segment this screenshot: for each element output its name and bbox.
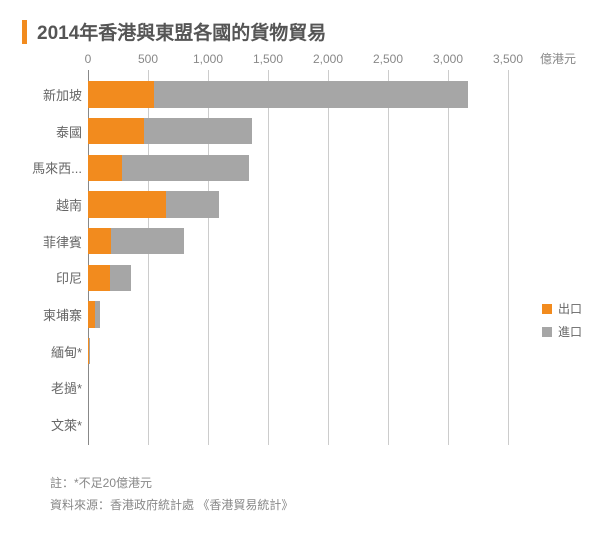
bar-row: 越南: [88, 186, 508, 223]
bar-stack: [88, 191, 508, 217]
bar-stack: [88, 155, 508, 181]
category-label: 緬甸*: [18, 342, 82, 361]
unit-label: 億港元: [540, 50, 576, 67]
bars-wrap: 新加坡泰國馬來西...越南菲律賓印尼柬埔寨緬甸*老撾*文萊*: [88, 76, 508, 443]
bar-row: 緬甸*: [88, 333, 508, 370]
category-label: 柬埔寨: [18, 305, 82, 324]
source-line: 資料來源：香港政府統計處 《香港貿易統計》: [50, 496, 293, 513]
x-tick-label: 2,000: [313, 52, 343, 66]
bar-segment-出口: [88, 228, 111, 254]
title-accent-bar: [22, 20, 27, 44]
bar-row: 文萊*: [88, 406, 508, 443]
bar-segment-出口: [88, 155, 122, 181]
category-label: 新加坡: [18, 85, 82, 104]
bar-stack: [88, 118, 508, 144]
legend-item-import: 進口: [542, 323, 582, 340]
bar-row: 老撾*: [88, 370, 508, 407]
category-label: 菲律賓: [18, 232, 82, 251]
gridline: [508, 70, 509, 445]
bar-segment-進口: [111, 228, 184, 254]
bar-row: 泰國: [88, 113, 508, 150]
x-tick-label: 3,000: [433, 52, 463, 66]
footnote: 註：*不足20億港元: [50, 474, 152, 491]
bar-segment-進口: [122, 155, 249, 181]
legend-swatch-import: [542, 327, 552, 337]
bar-stack: [88, 81, 508, 107]
bar-segment-出口: [88, 301, 95, 327]
bar-segment-進口: [154, 81, 468, 107]
x-tick-label: 2,500: [373, 52, 403, 66]
legend: 出口 進口: [542, 300, 582, 346]
legend-label-export: 出口: [558, 300, 582, 317]
bar-segment-出口: [88, 265, 110, 291]
bar-segment-進口: [144, 118, 252, 144]
category-label: 馬來西...: [18, 158, 82, 177]
x-tick-label: 1,000: [193, 52, 223, 66]
chart-container: 2014年香港與東盟各國的貨物貿易 億港元 05001,0001,5002,00…: [0, 0, 600, 535]
category-label: 老撾*: [18, 378, 82, 397]
bar-row: 柬埔寨: [88, 296, 508, 333]
title-row: 2014年香港與東盟各國的貨物貿易: [22, 18, 582, 45]
category-label: 文萊*: [18, 415, 82, 434]
bar-stack: [88, 411, 508, 437]
legend-swatch-export: [542, 304, 552, 314]
bar-segment-出口: [88, 118, 144, 144]
bar-segment-進口: [95, 301, 100, 327]
legend-label-import: 進口: [558, 323, 582, 340]
bar-stack: [88, 265, 508, 291]
bar-segment-進口: [89, 338, 90, 364]
bar-stack: [88, 228, 508, 254]
x-tick-label: 500: [138, 52, 158, 66]
bar-stack: [88, 338, 508, 364]
plot-area: 05001,0001,5002,0002,5003,0003,500 新加坡泰國…: [88, 70, 508, 445]
legend-item-export: 出口: [542, 300, 582, 317]
bar-segment-出口: [88, 191, 166, 217]
bar-segment-進口: [166, 191, 219, 217]
x-tick-label: 3,500: [493, 52, 523, 66]
x-tick-label: 0: [85, 52, 92, 66]
category-label: 越南: [18, 195, 82, 214]
bar-segment-進口: [110, 265, 132, 291]
bar-row: 菲律賓: [88, 223, 508, 260]
bar-stack: [88, 301, 508, 327]
bar-row: 馬來西...: [88, 149, 508, 186]
bar-row: 新加坡: [88, 76, 508, 113]
x-tick-label: 1,500: [253, 52, 283, 66]
bar-row: 印尼: [88, 260, 508, 297]
bar-stack: [88, 375, 508, 401]
bar-segment-出口: [88, 81, 154, 107]
category-label: 印尼: [18, 268, 82, 287]
category-label: 泰國: [18, 122, 82, 141]
chart-title: 2014年香港與東盟各國的貨物貿易: [37, 18, 326, 45]
